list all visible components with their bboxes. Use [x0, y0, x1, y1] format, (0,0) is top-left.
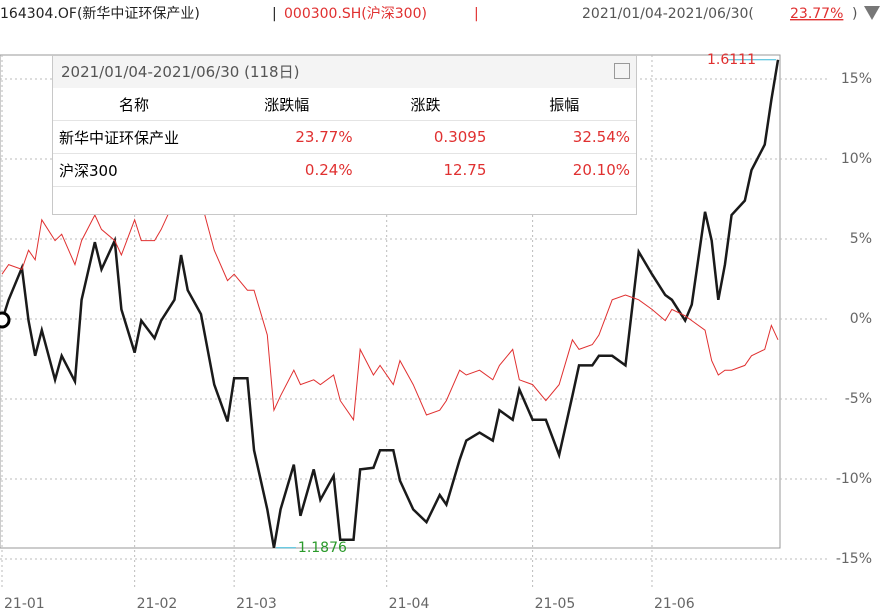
y-tick-label: 10% — [841, 151, 872, 167]
col-header: 振幅 — [492, 88, 636, 121]
y-tick-label: 15% — [841, 71, 872, 87]
series-line — [0, 59, 780, 549]
cell: 沪深300 — [53, 153, 215, 187]
header-fund: 164304.OF(新华中证环保产业) — [0, 6, 200, 22]
header-range-close: ) — [852, 6, 857, 22]
col-header: 名称 — [53, 88, 215, 121]
cell: 23.77% — [215, 120, 359, 154]
start-marker — [0, 311, 11, 329]
cell: 0.3095 — [358, 120, 493, 154]
panel-header-row: 名称 涨跌幅 涨跌 振幅 — [53, 88, 636, 121]
panel-table: 名称 涨跌幅 涨跌 振幅 新华中证环保产业 23.77% 0.3095 32.5… — [53, 88, 636, 187]
y-tick-label: -10% — [836, 471, 872, 487]
y-tick-label: -15% — [836, 551, 872, 567]
panel-row: 沪深300 0.24% 12.75 20.10% — [53, 153, 636, 187]
panel-row: 新华中证环保产业 23.77% 0.3095 32.54% — [53, 120, 636, 154]
y-tick-label: 0% — [850, 311, 872, 327]
close-button[interactable] — [614, 63, 630, 79]
x-tick-label: 21-02 — [137, 596, 178, 612]
col-header: 涨跌幅 — [215, 88, 359, 121]
panel-title: 2021/01/04-2021/06/30 (118日) — [53, 56, 636, 88]
panel-title-text: 2021/01/04-2021/06/30 (118日) — [61, 63, 300, 81]
annotation: 1.1876 — [298, 540, 347, 556]
lines — [0, 59, 780, 549]
col-header: 涨跌 — [358, 88, 493, 121]
y-tick-label: -5% — [845, 391, 872, 407]
annotation: 1.6111 — [707, 52, 756, 68]
cell: 20.10% — [492, 153, 636, 187]
y-tick-label: 5% — [850, 231, 872, 247]
cell: 12.75 — [358, 153, 493, 187]
header-range-pct[interactable]: 23.77% — [790, 6, 843, 22]
cell: 新华中证环保产业 — [53, 120, 215, 154]
cell: 0.24% — [215, 153, 359, 187]
x-tick-label: 21-05 — [535, 596, 576, 612]
header-sep: | — [272, 6, 277, 22]
cell: 32.54% — [492, 120, 636, 154]
x-tick-label: 21-01 — [4, 596, 45, 612]
x-tick-label: 21-04 — [389, 596, 430, 612]
x-tick-label: 21-03 — [236, 596, 277, 612]
header-index: 000300.SH(沪深300) — [284, 6, 427, 22]
x-tick-label: 21-06 — [654, 596, 695, 612]
dropdown-icon[interactable] — [864, 6, 880, 20]
header-sep: | — [474, 6, 479, 22]
info-panel: 2021/01/04-2021/06/30 (118日) 名称 涨跌幅 涨跌 振… — [52, 55, 637, 215]
series-line — [1, 193, 779, 422]
header-range: 2021/01/04-2021/06/30( — [582, 6, 754, 22]
